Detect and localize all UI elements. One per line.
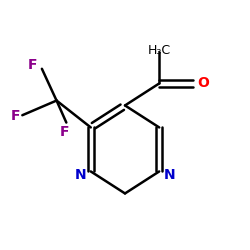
Text: O: O (197, 76, 209, 90)
Text: F: F (10, 110, 20, 124)
Text: N: N (164, 168, 176, 182)
Text: H₃C: H₃C (148, 44, 171, 57)
Text: F: F (28, 58, 37, 72)
Text: F: F (59, 125, 69, 139)
Text: N: N (74, 168, 86, 182)
